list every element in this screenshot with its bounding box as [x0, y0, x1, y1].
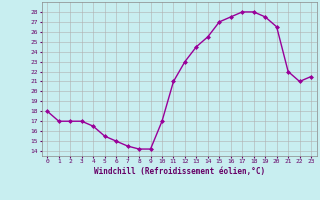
X-axis label: Windchill (Refroidissement éolien,°C): Windchill (Refroidissement éolien,°C) — [94, 167, 265, 176]
